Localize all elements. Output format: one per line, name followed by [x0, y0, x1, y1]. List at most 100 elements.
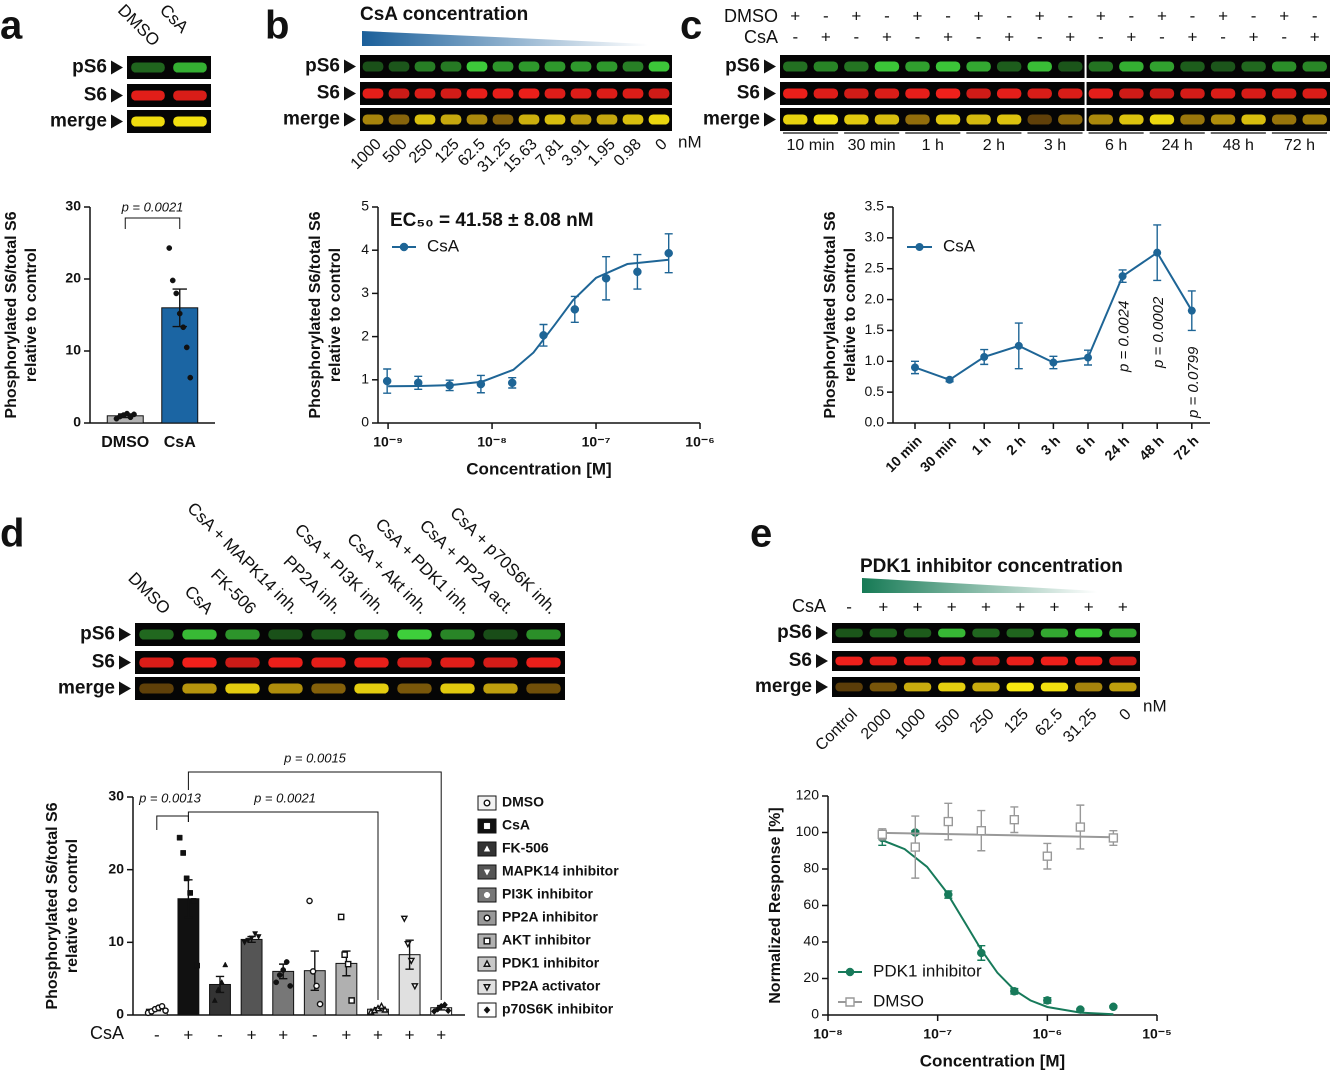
blot-band	[1302, 114, 1327, 125]
y-tick-label: 4	[361, 241, 369, 257]
blot-band	[1040, 656, 1069, 666]
legend-label: PDK1 inhibitor	[502, 955, 600, 971]
condition-mark: +	[851, 6, 861, 25]
x-tick-label: 10⁻⁸	[477, 434, 507, 450]
marker	[337, 913, 345, 921]
marker	[483, 937, 491, 945]
blot-strip	[780, 55, 1330, 78]
condition-mark: -	[915, 27, 921, 46]
time-label: 1 h	[922, 137, 944, 154]
blot-band	[813, 61, 839, 72]
blot-band	[1027, 114, 1052, 125]
x-tick-label: 10 min	[882, 432, 925, 475]
y-tick-label: 2.0	[865, 290, 885, 306]
legend-label: CsA	[943, 236, 976, 255]
condition-mark: +	[974, 6, 984, 25]
lane-label: 500	[933, 706, 964, 737]
point	[1049, 358, 1058, 367]
blot-band	[354, 629, 389, 640]
blot-band	[1074, 682, 1103, 692]
blot-row-label: S6	[737, 83, 760, 104]
blot-band	[182, 629, 217, 640]
marker	[483, 892, 491, 898]
blot-band	[362, 114, 384, 125]
condition-mark: +	[947, 597, 957, 616]
blot-band	[544, 114, 566, 125]
y-tick-label: 0.0	[865, 414, 885, 430]
legend-label: PDK1 inhibitor	[873, 961, 982, 980]
condition-mark: -	[823, 6, 829, 25]
point	[945, 375, 954, 384]
condition-mark: +	[913, 6, 923, 25]
condition-mark: +	[1218, 6, 1228, 25]
row-arrow	[111, 114, 123, 129]
marker	[187, 890, 193, 896]
blot-row-label: pS6	[80, 624, 115, 645]
blot-band	[996, 114, 1022, 125]
blot-band	[966, 88, 991, 99]
marker	[222, 961, 229, 968]
marker	[407, 957, 416, 965]
marker	[255, 934, 262, 940]
blot-band	[570, 114, 592, 125]
marker	[173, 290, 180, 297]
blot-band	[996, 61, 1022, 72]
blot-band	[225, 657, 260, 668]
blot-band	[966, 61, 991, 72]
blot-strip	[780, 82, 1330, 105]
blot-band	[397, 657, 432, 668]
blot-band	[414, 88, 436, 99]
row-mark: +	[373, 1025, 383, 1044]
blot-band	[139, 683, 174, 694]
blot-band	[1119, 114, 1144, 125]
x-tick-label: 2 h	[1003, 432, 1029, 458]
blot-header: PDK1 inhibitor concentration	[860, 556, 1123, 577]
marker	[341, 951, 348, 958]
y-axis-label: relative to control	[327, 248, 344, 382]
marker	[1075, 822, 1086, 832]
y-tick-label: 0	[116, 1006, 124, 1022]
blot-band	[905, 61, 930, 72]
blot-band	[844, 114, 869, 125]
marker	[483, 959, 491, 967]
marker	[441, 1001, 448, 1009]
lane-label: 2000	[858, 706, 895, 743]
blot-strip	[360, 82, 672, 105]
blot-band	[1058, 88, 1083, 99]
y-tick-label: 10	[108, 933, 124, 949]
blot-band	[483, 657, 518, 668]
condition-mark: +	[878, 597, 888, 616]
blot-band	[596, 114, 618, 125]
blot-band	[388, 114, 410, 125]
y-tick-label: 30	[65, 198, 81, 214]
condition-mark: -	[1251, 6, 1257, 25]
blot-band	[526, 657, 561, 668]
blot-band	[905, 114, 930, 125]
blot-band	[935, 114, 961, 125]
lane-label: CsA	[156, 1, 193, 38]
marker	[287, 983, 294, 989]
marker	[241, 940, 248, 946]
condition-mark: +	[1065, 27, 1075, 46]
blot-band	[440, 657, 475, 668]
lane-label: 250	[967, 706, 998, 737]
blot-band	[938, 656, 966, 666]
marker	[166, 245, 173, 251]
blot-band	[440, 88, 462, 99]
y-tick-label: 2.5	[865, 259, 885, 275]
lane-label: 500	[380, 136, 411, 167]
lane-label: 1.95	[585, 136, 619, 170]
blot-band	[492, 88, 514, 99]
blot-band	[1027, 61, 1052, 72]
blot-band	[173, 90, 207, 101]
row-arrow	[816, 680, 828, 694]
blot-band	[935, 61, 961, 72]
marker	[218, 978, 225, 985]
marker	[124, 410, 130, 417]
blot-band	[972, 682, 1000, 692]
blot-strip	[135, 677, 565, 700]
condition-mark: +	[1084, 597, 1094, 616]
blot-band	[1058, 114, 1083, 125]
blot-band	[1302, 61, 1327, 72]
